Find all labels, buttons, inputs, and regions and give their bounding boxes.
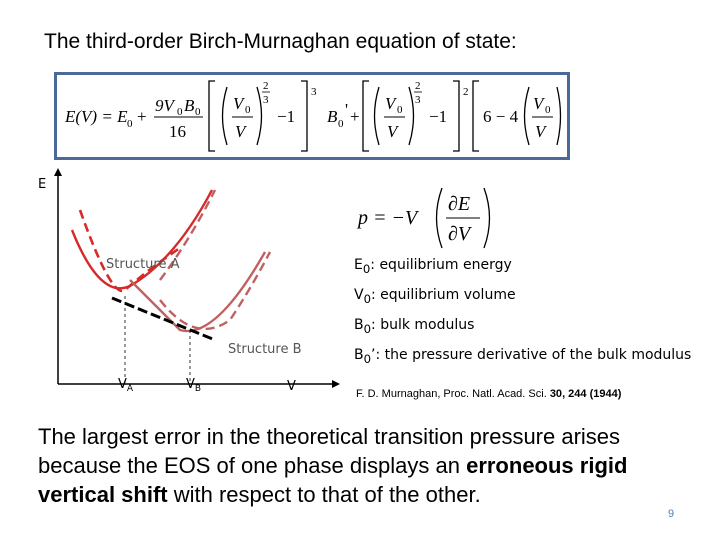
eq-coeff-v0-sub: 0: [177, 106, 183, 118]
eq-exp-2-a: 2: [263, 80, 269, 92]
pressure-dV: ∂V: [448, 223, 473, 245]
energy-volume-plot: E Structure A Structure B VA VB V: [38, 168, 340, 394]
structure-a-curve-solid: [70, 189, 214, 290]
slide-title: The third-order Birch-Murnaghan equation…: [44, 30, 517, 53]
eq-coeff-den: 16: [169, 122, 186, 141]
eq-v-1: V: [235, 122, 248, 141]
eq-b0p-sub: 0: [338, 118, 344, 130]
eq-b0p: B: [327, 107, 338, 126]
eq-e0-sub: 0: [127, 118, 133, 130]
structure-a-label: Structure A: [106, 257, 180, 272]
eq-coeff-b0-sub: 0: [195, 106, 201, 118]
eq-coeff-b: B: [184, 96, 195, 115]
eq-minus-one-a: −1: [277, 107, 295, 126]
eq-six-minus-four: 6 − 4: [483, 107, 519, 126]
reference-citation: F. D. Murnaghan, Proc. Natl. Acad. Sci. …: [356, 388, 622, 400]
birch-murnaghan-equation-box: E(V) = E 0 + 9V 0 B 0 16 V 0 V 2 3 −1 3 …: [54, 72, 570, 160]
eq-exp-3-b: 3: [415, 94, 421, 106]
legend-v0: V0: equilibrium volume: [354, 287, 516, 306]
legend-e0: E0: equilibrium energy: [354, 257, 512, 276]
eq-exp-3-a: 3: [263, 94, 269, 106]
eq-minus-one-b: −1: [429, 107, 447, 126]
page-number: 9: [668, 508, 675, 520]
common-tangent-line: [111, 296, 216, 342]
eq-v0-2: V: [385, 94, 398, 113]
structure-b-label: Structure B: [228, 342, 302, 357]
eq-v-2: V: [387, 122, 400, 141]
eq-v0-3-sub: 0: [545, 104, 551, 116]
conclusion-text: The largest error in the theoretical tra…: [38, 424, 628, 507]
eq-cube: 3: [311, 86, 317, 98]
v-label: V: [287, 379, 296, 394]
eq-b0p-prime: ': [345, 100, 348, 119]
structure-a-curve-dashed: [78, 209, 181, 293]
pressure-equation: p = −V ∂E ∂V: [356, 187, 491, 249]
eq-v0-1: V: [233, 94, 246, 113]
eq-exp-2-b: 2: [415, 80, 421, 92]
eq-v0-1-sub: 0: [245, 104, 251, 116]
birch-murnaghan-equation: E(V) = E 0 + 9V 0 B 0 16 V 0 V 2 3 −1 3 …: [64, 80, 562, 152]
pressure-dE: ∂E: [448, 193, 470, 215]
y-axis-arrow-icon: [54, 168, 62, 176]
eq-v-3: V: [535, 122, 548, 141]
structure-b-curve-solid: [129, 251, 267, 333]
eq-square: 2: [463, 86, 469, 98]
x-axis-arrow-icon: [332, 380, 340, 388]
eq-coeff-num: 9V: [155, 96, 177, 115]
eq-v0-2-sub: 0: [397, 104, 403, 116]
eq-lhs: E(V) = E: [64, 107, 128, 126]
va-label: VA: [118, 377, 134, 394]
legend-b0-prime: B0’: the pressure derivative of the bulk…: [354, 347, 692, 366]
pressure-lhs: p = −V: [356, 207, 420, 229]
y-axis-label: E: [38, 177, 46, 192]
eq-plus-2: +: [350, 107, 360, 126]
eq-plus: +: [137, 107, 147, 126]
legend-b0: B0: bulk modulus: [354, 317, 475, 336]
eq-v0-3: V: [533, 94, 546, 113]
vb-label: VB: [186, 377, 201, 394]
